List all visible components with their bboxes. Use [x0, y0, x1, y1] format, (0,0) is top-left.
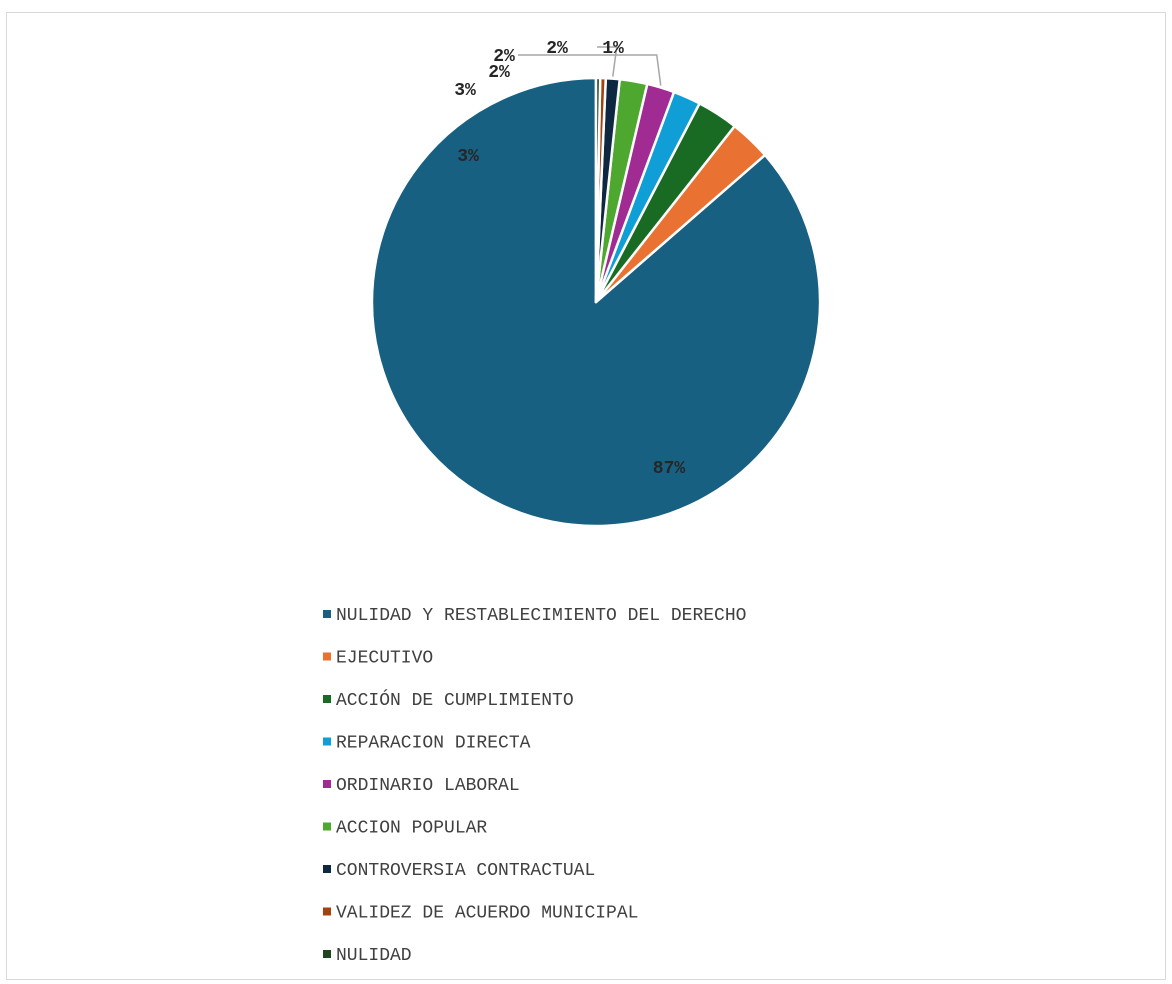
- data-label-ordinario-laboral: 2%: [493, 47, 515, 67]
- legend-label-reparacion-directa: REPARACION DIRECTA: [336, 734, 531, 754]
- legend-label-accion-popular: ACCION POPULAR: [336, 819, 487, 839]
- legend-swatch-nulidad: [323, 950, 331, 958]
- data-label-controversia-contractual: 1%: [602, 39, 624, 59]
- chart-frame: 87% 3% 3% 2% 2% 2% 1% NULIDAD Y RESTABLECIMIEN…: [6, 12, 1166, 980]
- leader-line-ordinario-laboral: [518, 54, 662, 86]
- data-label-nulidad-y-restablecimiento-del-derecho: 87%: [653, 459, 686, 479]
- data-label-accion-popular: 2%: [546, 39, 568, 59]
- legend: NULIDAD Y RESTABLECIMIENTO DEL DERECHO EJ…: [323, 606, 746, 966]
- data-label-accion-de-cumplimiento: 3%: [454, 81, 476, 101]
- legend-swatch-accion-de-cumplimiento: [323, 695, 331, 703]
- legend-swatch-ejecutivo: [323, 652, 331, 661]
- data-label-ejecutivo: 3%: [457, 147, 479, 167]
- legend-swatch-controversia-contractual: [323, 865, 331, 873]
- legend-label-validez-de-acuerdo-municipal: VALIDEZ DE ACUERDO MUNICIPAL: [336, 904, 638, 924]
- legend-swatch-ordinario-laboral: [323, 780, 331, 788]
- legend-label-accion-de-cumplimiento: ACCIÓN DE CUMPLIMIENTO: [336, 689, 574, 711]
- legend-label-nulidad: NULIDAD: [336, 946, 412, 966]
- leader-lines: [518, 46, 662, 86]
- pie-slice-nulidad: [594, 76, 602, 304]
- legend-swatch-validez-de-acuerdo-municipal: [323, 907, 331, 916]
- legend-swatch-reparacion-directa: [323, 737, 331, 746]
- legend-label-ordinario-laboral: ORDINARIO LABORAL: [336, 776, 520, 796]
- legend-swatch-accion-popular: [323, 822, 331, 831]
- data-labels: 87%3%3%2%2% 2% 1%: [454, 39, 685, 479]
- legend-label-ejecutivo: EJECUTIVO: [336, 649, 433, 669]
- pie-slices: [370, 76, 822, 528]
- leader-line-controversia-contractual: [597, 46, 618, 77]
- legend-swatch-nulidad-y-restablecimiento-del-derecho: [323, 610, 331, 618]
- pie-chart: 87%3%3%2%2% 2% 1% NULIDAD Y RESTABLECIMIEN…: [323, 39, 822, 966]
- data-label-reparacion-directa: 2%: [488, 63, 510, 83]
- legend-label-controversia-contractual: CONTROVERSIA CONTRACTUAL: [336, 861, 595, 881]
- legend-label-nulidad-y-restablecimiento-del-derecho: NULIDAD Y RESTABLECIMIENTO DEL DERECHO: [336, 606, 746, 626]
